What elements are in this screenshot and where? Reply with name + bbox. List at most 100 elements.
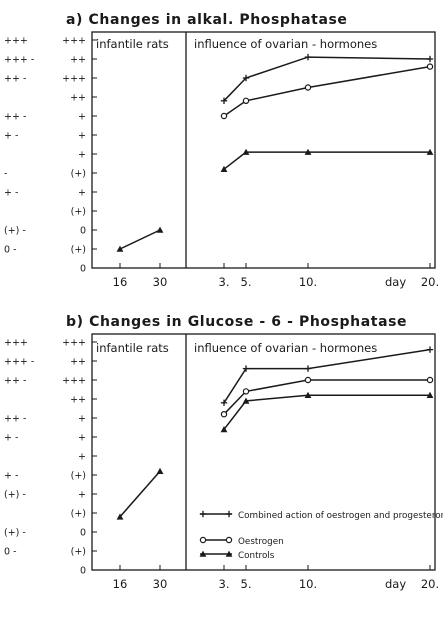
data-point — [156, 226, 164, 233]
y-label-right: (+) — [71, 169, 86, 180]
y-label-left: (+) - — [4, 528, 26, 539]
legend-label-combined: Combined action of oestrogen and progest… — [238, 511, 443, 521]
data-point — [426, 376, 434, 384]
y-label-left: ++ - — [4, 376, 26, 387]
y-label-right: ++ — [70, 93, 86, 104]
y-label-right: 0 — [80, 566, 86, 577]
y-label-right: +++ — [62, 338, 86, 349]
y-label-right: (+) — [71, 245, 86, 256]
legend-item-controls: Controls — [199, 550, 275, 561]
y-label-left: + - — [4, 433, 18, 444]
series-line — [223, 56, 431, 102]
y-label-left: (+) - — [4, 490, 26, 501]
data-point — [225, 536, 233, 544]
y-label-left: ++ - — [4, 112, 26, 123]
section-label-infantile: infantile rats — [96, 37, 169, 51]
data-point — [220, 112, 228, 120]
legend-item-combined: Combined action of oestrogen and progest… — [199, 510, 443, 521]
x-tick-label: 3. — [219, 275, 230, 289]
y-label-right: ++ — [70, 395, 86, 406]
x-axis-label: day — [385, 577, 406, 591]
data-point — [304, 148, 312, 155]
y-label-left: ++ - — [4, 414, 26, 425]
y-label-right: (+) — [71, 509, 86, 520]
y-label-right: 0 — [80, 528, 86, 539]
data-point — [116, 245, 124, 252]
x-tick-label: 30 — [153, 577, 168, 591]
plot-frame — [91, 31, 436, 269]
y-label-left: +++ — [4, 36, 28, 47]
data-point — [220, 426, 228, 433]
chart-title: b) Changes in Glucose - 6 - Phosphatase — [66, 314, 407, 330]
chart-title: a) Changes in alkal. Phosphatase — [66, 12, 348, 28]
data-point — [116, 513, 124, 520]
data-point — [220, 165, 228, 172]
data-point — [242, 397, 250, 404]
series-triangle — [116, 391, 434, 520]
x-axis-label: day — [385, 275, 406, 289]
y-label-right: + — [78, 452, 86, 463]
data-point — [242, 388, 250, 395]
series-line — [223, 65, 431, 117]
y-label-right: ++ — [70, 357, 86, 368]
y-ticks — [92, 341, 97, 571]
x-tick-label: 30 — [153, 275, 168, 289]
series-line — [119, 470, 161, 518]
data-point — [199, 536, 207, 544]
legend-marker-plus — [199, 510, 233, 518]
legend-marker-circle — [199, 536, 233, 544]
y-label-right: + — [78, 188, 86, 199]
y-label-left: +++ - — [4, 357, 34, 368]
data-point — [426, 391, 434, 398]
x-ticks: 16 30 3. 5. 10. 20. — [113, 565, 439, 591]
y-label-right: (+) — [71, 547, 86, 558]
data-point — [225, 550, 233, 557]
data-point — [199, 550, 207, 557]
y-label-right: (+) — [71, 471, 86, 482]
series-layer — [116, 53, 434, 252]
y-label-right: + — [78, 433, 86, 444]
x-tick-label: 16 — [113, 577, 128, 591]
x-tick-label: 20. — [421, 275, 439, 289]
data-point — [156, 467, 164, 474]
x-tick-label: 10. — [299, 577, 317, 591]
y-label-right: 0 — [80, 226, 86, 237]
x-tick-label: 20. — [421, 577, 439, 591]
data-point — [242, 148, 250, 155]
y-labels-right: +++++++++++++(+)+(+)0(+)0 — [62, 338, 86, 577]
series-triangle — [116, 148, 434, 252]
y-label-right: + — [78, 112, 86, 123]
y-labels-left: +++ +++ - ++ - ++ - + - - + - (+) - 0 - — [4, 36, 34, 256]
plot-frame — [91, 333, 436, 571]
y-labels-left: +++ +++ - ++ - ++ - + - + - (+) - (+) - 0 - — [4, 338, 34, 558]
section-label-infantile: infantile rats — [96, 341, 169, 355]
y-label-left: + - — [4, 188, 18, 199]
x-ticks: 16 30 3. 5. 10. 20. — [113, 263, 439, 289]
y-label-left: - — [4, 169, 7, 180]
series-layer — [116, 346, 434, 520]
y-label-left: 0 - — [4, 245, 17, 256]
x-tick-label: 3. — [219, 577, 230, 591]
y-label-left: + - — [4, 131, 18, 142]
data-point — [304, 376, 312, 384]
data-point — [426, 63, 434, 70]
y-labels-right: +++++++++++++(+)+(+)0(+)0 — [62, 36, 86, 275]
panel-glucose-6-phosphatase: b) Changes in Glucose - 6 - Phosphatase … — [4, 314, 443, 591]
x-tick-label: 5. — [241, 275, 252, 289]
y-label-right: + — [78, 131, 86, 142]
y-label-left: ++ - — [4, 74, 26, 85]
legend-label-oestrogen: Oestrogen — [238, 537, 284, 547]
y-label-right: (+) — [71, 207, 86, 218]
y-label-right: +++ — [62, 376, 86, 387]
y-label-right: +++ — [62, 74, 86, 85]
x-tick-label: 10. — [299, 275, 317, 289]
series-line — [223, 348, 431, 404]
y-label-left: (+) - — [4, 226, 26, 237]
y-label-left: +++ — [4, 338, 28, 349]
legend-item-oestrogen: Oestrogen — [199, 536, 284, 547]
y-label-right: ++ — [70, 55, 86, 66]
y-ticks — [92, 39, 97, 269]
y-label-right: + — [78, 150, 86, 161]
series-line — [223, 379, 430, 415]
